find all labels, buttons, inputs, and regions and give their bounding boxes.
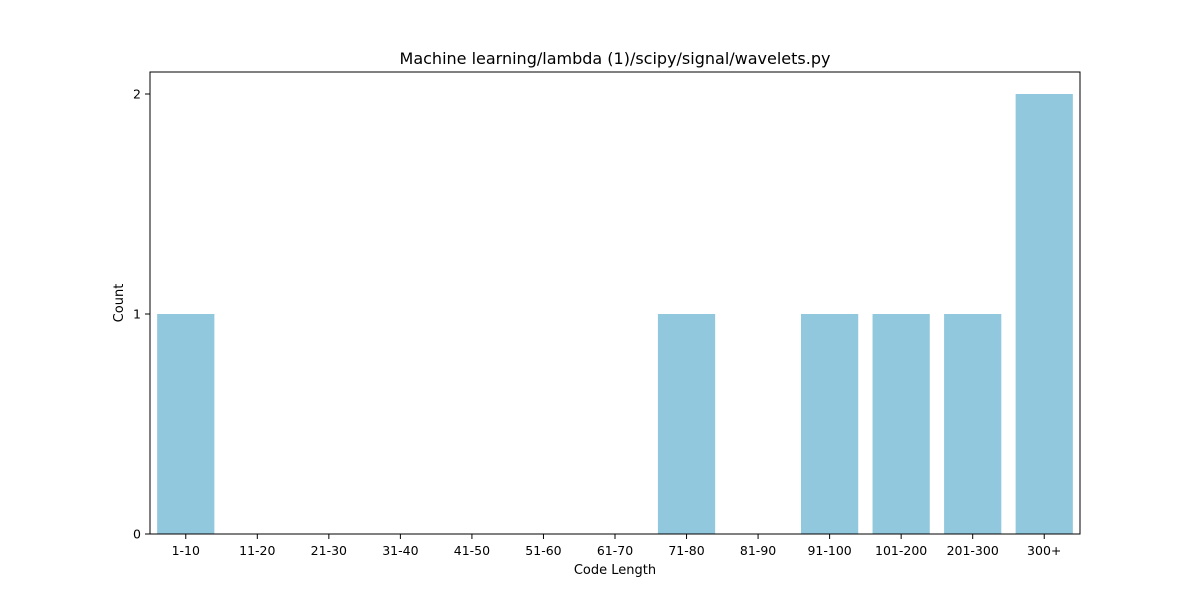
chart-title: Machine learning/lambda (1)/scipy/signal… (400, 49, 831, 68)
y-axis-ticks: 0 1 2 (133, 87, 150, 542)
x-axis-ticks: 1-10 11-20 21-30 31-40 41-50 51-60 61-70 71-80 8… (172, 534, 1061, 558)
x-tick-label: 300+ (1027, 543, 1061, 558)
x-tick-label: 81-90 (740, 543, 776, 558)
x-tick-label: 1-10 (172, 543, 200, 558)
bars-layer (157, 94, 1073, 534)
y-tick-label: 2 (133, 87, 141, 102)
x-axis-label: Code Length (574, 563, 656, 578)
bar-71-80 (657, 314, 716, 534)
plot-frame (149, 71, 1081, 535)
y-tick-label: 1 (133, 307, 141, 322)
bar-91-100 (801, 314, 859, 534)
bar-101-200 (872, 314, 930, 534)
bar-1-10 (157, 314, 215, 534)
x-tick-label: 41-50 (454, 543, 490, 558)
x-tick-label: 51-60 (525, 543, 561, 558)
bar-300+ (1015, 94, 1073, 534)
x-tick-label: 71-80 (668, 543, 704, 558)
y-axis-label: Count (112, 284, 127, 323)
x-tick-label: 31-40 (382, 543, 418, 558)
y-tick-label: 0 (133, 527, 141, 542)
x-tick-label: 91-100 (807, 543, 851, 558)
bar-201-300 (944, 314, 1002, 534)
x-tick-label: 201-300 (947, 543, 999, 558)
x-tick-label: 21-30 (311, 543, 347, 558)
x-tick-label: 11-20 (239, 543, 275, 558)
x-tick-label: 61-70 (597, 543, 633, 558)
x-tick-label: 101-200 (875, 543, 927, 558)
